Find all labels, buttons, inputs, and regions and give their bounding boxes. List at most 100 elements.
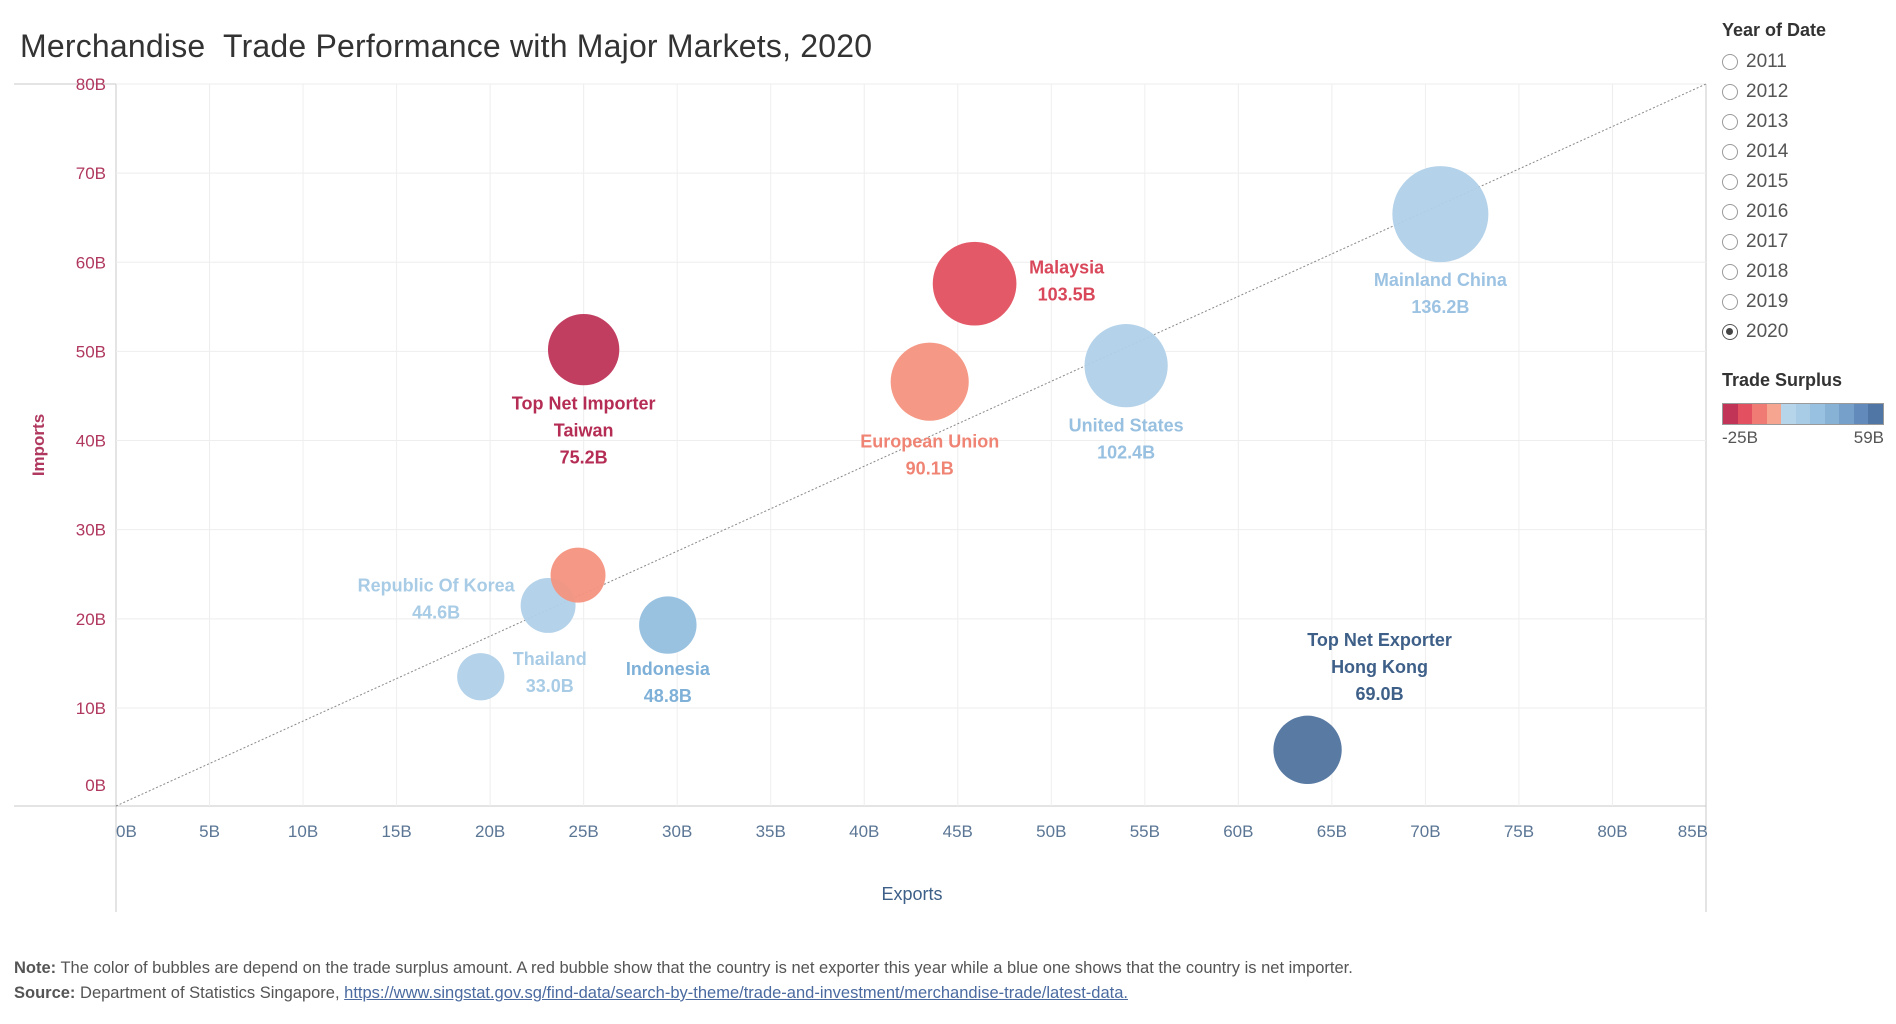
bubble-point [1084, 324, 1168, 408]
year-option-label: 2012 [1746, 81, 1789, 102]
source-label: Source: [14, 984, 76, 1002]
bubble-label-total: 75.2B [560, 448, 608, 468]
bubble-label-name: Taiwan [554, 421, 614, 441]
bubble-label-total: 48.8B [644, 686, 692, 706]
radio-icon[interactable] [1722, 114, 1738, 130]
year-list: 2011 2012 2013 2014 2015 2016 2017 2018 2019 2020 [1722, 47, 1892, 347]
radio-icon[interactable] [1722, 174, 1738, 190]
year-option-label: 2016 [1746, 201, 1789, 222]
color-swatch [1723, 404, 1738, 424]
color-swatch [1868, 404, 1884, 424]
footnote: Note: The color of bubbles are depend on… [14, 956, 1353, 1006]
x-tick-label: 0B [116, 822, 137, 841]
bubble-label-total: 69.0B [1356, 684, 1404, 704]
year-option-2016[interactable]: 2016 [1722, 197, 1892, 227]
year-filter-title: Year of Date [1722, 20, 1827, 40]
radio-icon[interactable] [1722, 324, 1738, 340]
year-option-2020[interactable]: 2020 [1722, 317, 1892, 347]
radio-icon[interactable] [1722, 144, 1738, 160]
year-option-2015[interactable]: 2015 [1722, 167, 1892, 197]
bubble-label-name: European Union [860, 432, 999, 452]
x-axis-title: Exports [881, 884, 942, 904]
y-tick-label: 70B [76, 164, 106, 183]
trade-surplus-title: Trade Surplus [1722, 370, 1843, 390]
color-swatch [1853, 404, 1869, 424]
x-tick-label: 5B [199, 822, 220, 841]
bubble-point [1392, 166, 1489, 263]
y-tick-label: 50B [76, 342, 106, 361]
y-tick-label: 80B [76, 75, 106, 94]
color-swatch [1737, 404, 1753, 424]
x-tick-label: 30B [662, 822, 692, 841]
bubble-label-name: Indonesia [626, 659, 711, 679]
bubble-label-name: Thailand [513, 649, 587, 669]
year-option-label: 2013 [1746, 111, 1789, 132]
year-option-2012[interactable]: 2012 [1722, 77, 1892, 107]
year-option-label: 2018 [1746, 261, 1789, 282]
x-tick-label: 45B [943, 822, 973, 841]
x-tick-label: 70B [1410, 822, 1440, 841]
x-tick-label: 85B [1678, 822, 1708, 841]
bubble-label-name: Mainland China [1374, 270, 1508, 290]
x-tick-label: 50B [1036, 822, 1066, 841]
y-tick-label: 30B [76, 521, 106, 540]
y-tick-label: 10B [76, 699, 106, 718]
bubble-label-prefix: Top Net Importer [512, 394, 656, 414]
x-tick-label: 35B [756, 822, 786, 841]
bubble-label-total: 102.4B [1097, 443, 1155, 463]
y-tick-label: 40B [76, 432, 106, 451]
color-swatch [1810, 404, 1825, 424]
bubble-label-total: 90.1B [906, 459, 954, 479]
x-tick-label: 80B [1597, 822, 1627, 841]
year-option-label: 2019 [1746, 291, 1789, 312]
x-tick-label: 25B [569, 822, 599, 841]
year-option-2018[interactable]: 2018 [1722, 257, 1892, 287]
bubble-label-total: 136.2B [1411, 297, 1469, 317]
note-line: Note: The color of bubbles are depend on… [14, 956, 1353, 981]
source-line: Source: Department of Statistics Singapo… [14, 981, 1353, 1006]
color-swatch [1752, 404, 1767, 424]
trade-surplus-legend: Trade Surplus -25B 59B [1722, 370, 1892, 448]
x-tick-label: 40B [849, 822, 879, 841]
y-tick-label: 20B [76, 610, 106, 629]
x-tick-label: 65B [1317, 822, 1347, 841]
y-axis-title: Imports [29, 414, 48, 476]
trade-surplus-max-label: 59B [1853, 428, 1884, 447]
bubble-label-name: Malaysia [1029, 258, 1105, 278]
chart-title: Merchandise Trade Performance with Major… [20, 28, 873, 64]
year-option-2013[interactable]: 2013 [1722, 107, 1892, 137]
source-text: Department of Statistics Singapore, [75, 984, 345, 1002]
radio-icon[interactable] [1722, 264, 1738, 280]
year-option-label: 2011 [1746, 51, 1787, 72]
bubble-point [639, 596, 697, 654]
year-option-label: 2017 [1746, 231, 1789, 252]
bubble-point [547, 313, 620, 386]
reference-diagonal-line [115, 83, 1707, 807]
year-option-2011[interactable]: 2011 [1722, 47, 1892, 77]
color-swatch [1839, 404, 1854, 424]
radio-icon[interactable] [1722, 294, 1738, 310]
x-tick-label: 55B [1130, 822, 1160, 841]
bubble-point [457, 653, 505, 701]
radio-icon[interactable] [1722, 84, 1738, 100]
radio-icon[interactable] [1722, 204, 1738, 220]
bubble-label-total: 103.5B [1038, 285, 1096, 305]
trade-surplus-color-scale [1722, 403, 1884, 425]
year-option-2014[interactable]: 2014 [1722, 137, 1892, 167]
year-option-2019[interactable]: 2019 [1722, 287, 1892, 317]
bubble-point [1273, 715, 1342, 785]
y-tick-label: 0B [85, 776, 106, 795]
radio-icon[interactable] [1722, 234, 1738, 250]
year-option-2017[interactable]: 2017 [1722, 227, 1892, 257]
radio-icon[interactable] [1722, 54, 1738, 70]
note-label: Note: [14, 959, 57, 977]
year-filter: Year of Date 2011 2012 2013 2014 2015 2016 201… [1722, 20, 1892, 347]
x-tick-label: 75B [1504, 822, 1534, 841]
bubble-point [932, 241, 1017, 326]
bubble-label-prefix: Top Net Exporter [1307, 630, 1452, 650]
y-tick-label: 60B [76, 253, 106, 272]
color-swatch [1824, 404, 1840, 424]
x-tick-label: 10B [288, 822, 318, 841]
x-tick-label: 15B [381, 822, 411, 841]
source-link[interactable]: https://www.singstat.gov.sg/find-data/se… [344, 984, 1128, 1002]
